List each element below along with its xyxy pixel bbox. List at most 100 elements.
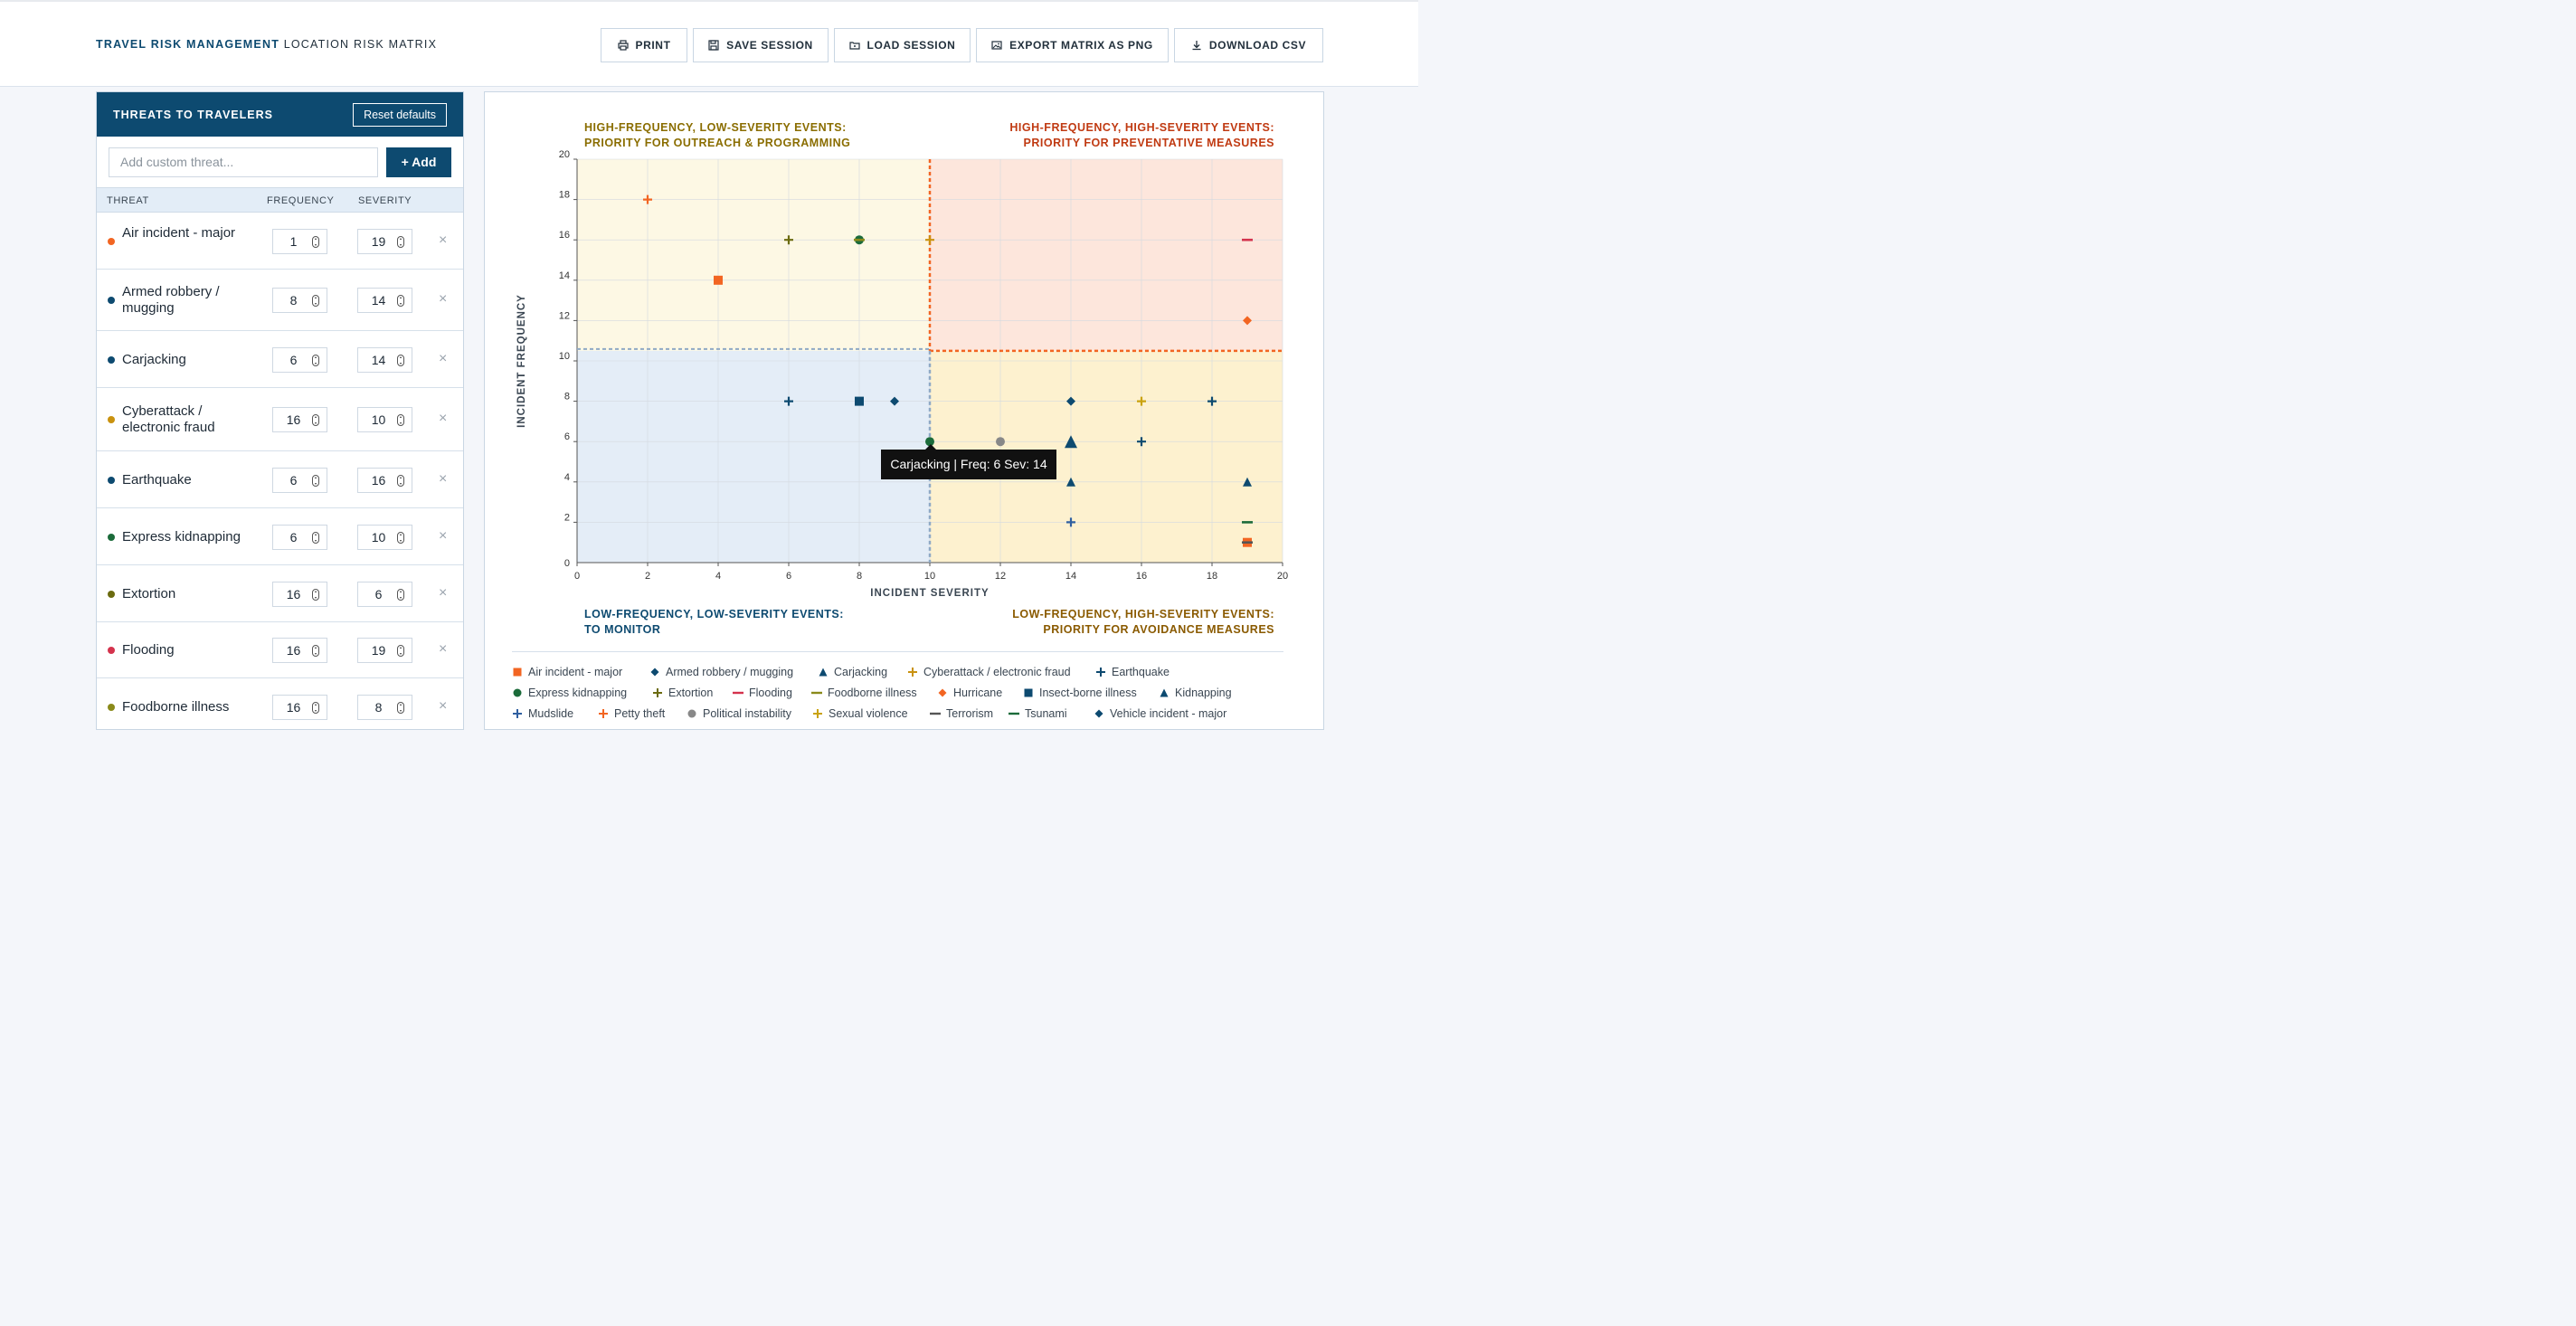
frequency-input[interactable]: 8 [272, 288, 327, 313]
y-tick-label: 4 [564, 472, 570, 483]
frequency-input[interactable]: 16 [272, 638, 327, 663]
severity-input[interactable]: 14 [357, 288, 412, 313]
x-tick-label: 16 [1136, 571, 1147, 582]
frequency-value: 8 [289, 293, 298, 308]
legend-item[interactable]: Mudslide [512, 706, 573, 721]
frequency-stepper[interactable] [312, 414, 319, 426]
severity-stepper[interactable] [397, 414, 404, 426]
legend-item[interactable]: Insect-borne illness [1023, 686, 1137, 700]
frequency-stepper[interactable] [312, 531, 319, 544]
legend-label: Mudslide [528, 707, 574, 720]
severity-stepper[interactable] [397, 645, 404, 657]
frequency-input[interactable]: 6 [272, 524, 327, 550]
legend-item[interactable]: Express kidnapping [512, 686, 627, 700]
frequency-input[interactable]: 6 [272, 467, 327, 493]
remove-threat-button[interactable]: × [439, 470, 448, 487]
legend-symbol-icon [653, 688, 662, 697]
reset-defaults-button[interactable]: Reset defaults [353, 102, 447, 127]
print-button[interactable]: PRINT [601, 28, 687, 62]
export-png-label: EXPORT MATRIX AS PNG [1009, 39, 1153, 52]
legend-item[interactable]: Foodborne illness [811, 686, 917, 700]
frequency-input[interactable]: 16 [272, 581, 327, 607]
remove-threat-button[interactable]: × [439, 697, 448, 714]
legend-item[interactable]: Political instability [687, 706, 791, 721]
legend-item[interactable]: Earthquake [1095, 665, 1170, 679]
data-point [1243, 477, 1252, 487]
legend-item[interactable]: Cyberattack / electronic fraud [907, 665, 1071, 679]
severity-value: 10 [371, 529, 386, 545]
frequency-value: 1 [289, 233, 298, 249]
add-threat-button[interactable]: + Add [386, 147, 451, 177]
frequency-input[interactable]: 1 [272, 228, 327, 254]
legend-item[interactable]: Sexual violence [812, 706, 908, 721]
threat-row: Express kidnapping 6 10 × [97, 508, 463, 565]
severity-input[interactable]: 8 [357, 694, 412, 720]
frequency-stepper[interactable] [312, 645, 319, 657]
legend-symbol-icon [1009, 712, 1019, 715]
frequency-input[interactable]: 6 [272, 346, 327, 373]
severity-input[interactable]: 10 [357, 407, 412, 432]
severity-input[interactable]: 19 [357, 228, 412, 254]
frequency-stepper[interactable] [312, 701, 319, 714]
save-session-button[interactable]: SAVE SESSION [693, 28, 829, 62]
frequency-stepper[interactable] [312, 588, 319, 601]
download-csv-button[interactable]: DOWNLOAD CSV [1174, 28, 1323, 62]
severity-input[interactable]: 19 [357, 638, 412, 663]
quadrant-title: HIGH-FREQUENCY, LOW-SEVERITY EVENTS: [584, 121, 847, 134]
severity-stepper[interactable] [397, 588, 404, 601]
legend-item[interactable]: Tsunami [1009, 706, 1067, 721]
x-tick-label: 12 [995, 571, 1006, 582]
remove-threat-button[interactable]: × [439, 527, 448, 544]
severity-stepper[interactable] [397, 531, 404, 544]
y-tick-label: 16 [559, 230, 570, 241]
severity-input[interactable]: 10 [357, 524, 412, 550]
legend-item[interactable]: Extortion [652, 686, 713, 700]
legend-item[interactable]: Air incident - major [512, 665, 622, 679]
frequency-stepper[interactable] [312, 295, 319, 307]
remove-threat-button[interactable]: × [439, 584, 448, 601]
frequency-input[interactable]: 16 [272, 407, 327, 432]
legend-item[interactable]: Carjacking [818, 665, 887, 679]
y-tick-label: 18 [559, 190, 570, 201]
frequency-input[interactable]: 16 [272, 694, 327, 720]
export-png-button[interactable]: EXPORT MATRIX AS PNG [976, 28, 1169, 62]
legend-item[interactable]: Armed robbery / mugging [649, 665, 793, 679]
risk-matrix-chart[interactable]: 0 2 4 6 8 10 12 14 16 18 20 0 2 4 6 8 10 12 14 16 18 20 INCIDE… [485, 92, 1324, 635]
legend-item[interactable]: Terrorism [930, 706, 993, 721]
load-session-button[interactable]: LOAD SESSION [834, 28, 971, 62]
remove-threat-button[interactable]: × [439, 641, 448, 657]
custom-threat-input[interactable] [109, 147, 378, 177]
legend-item[interactable]: Kidnapping [1159, 686, 1232, 700]
severity-stepper[interactable] [397, 295, 404, 307]
severity-input[interactable]: 16 [357, 467, 412, 493]
threat-name: Cyberattack / electronic fraud [122, 403, 215, 435]
remove-threat-button[interactable]: × [439, 291, 448, 307]
legend-label: Flooding [749, 687, 792, 699]
legend-symbol-icon [813, 709, 822, 718]
quadrant-title: LOW-FREQUENCY, HIGH-SEVERITY EVENTS: [1012, 608, 1274, 620]
severity-stepper[interactable] [397, 354, 404, 366]
quadrant-label-top-right: HIGH-FREQUENCY, HIGH-SEVERITY EVENTS: PR… [1009, 120, 1274, 150]
severity-value: 14 [371, 293, 386, 308]
legend-item[interactable]: Flooding [733, 686, 792, 700]
threat-list: Air incident - major 1 19 × Armed robbery / … [97, 213, 463, 729]
frequency-stepper[interactable] [312, 474, 319, 487]
severity-value: 14 [371, 352, 386, 367]
frequency-stepper[interactable] [312, 235, 319, 248]
legend-item[interactable]: Petty theft [598, 706, 665, 721]
frequency-stepper[interactable] [312, 354, 319, 366]
severity-input[interactable]: 14 [357, 346, 412, 373]
legend-item[interactable]: Hurricane [937, 686, 1002, 700]
quadrant-subtitle: PRIORITY FOR PREVENTATIVE MEASURES [1023, 136, 1274, 149]
remove-threat-button[interactable]: × [439, 232, 448, 248]
remove-threat-button[interactable]: × [439, 411, 448, 426]
severity-stepper[interactable] [397, 474, 404, 487]
severity-input[interactable]: 6 [357, 581, 412, 607]
threat-color-dot [108, 590, 115, 598]
legend-item[interactable]: Vehicle incident - major [1094, 706, 1226, 721]
severity-stepper[interactable] [397, 701, 404, 714]
y-tick-label: 20 [559, 149, 570, 160]
severity-stepper[interactable] [397, 235, 404, 248]
app-title: TRAVEL RISK MANAGEMENT LOCATION RISK MAT… [96, 38, 437, 51]
remove-threat-button[interactable]: × [439, 350, 448, 366]
